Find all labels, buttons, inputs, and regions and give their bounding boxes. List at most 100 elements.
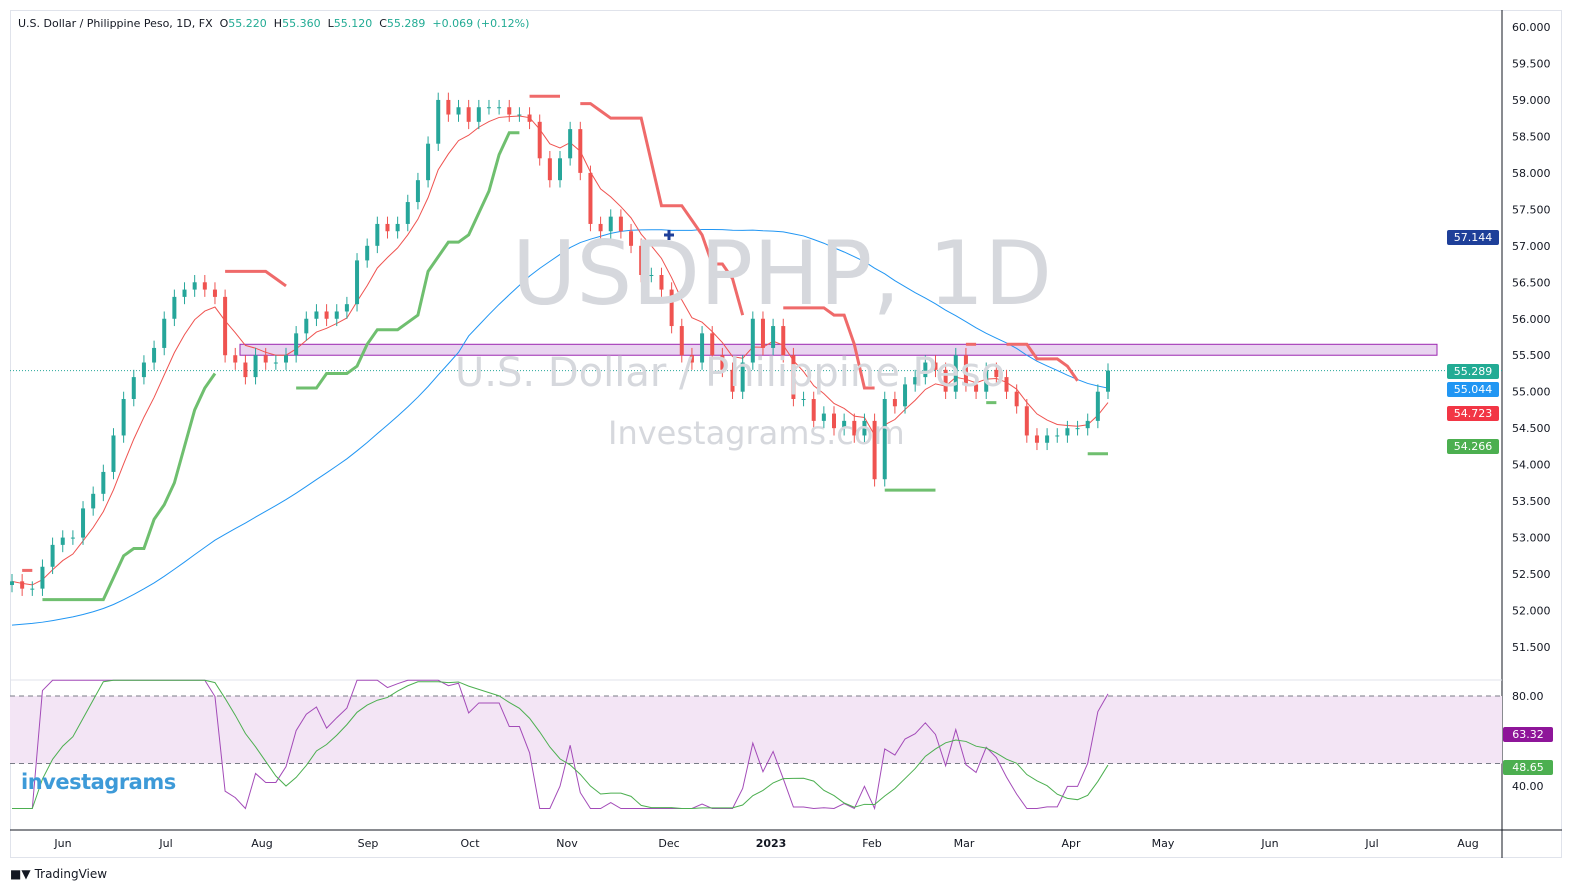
open-value: 55.220 xyxy=(228,17,267,30)
candle-body xyxy=(568,129,573,159)
candle xyxy=(284,347,288,370)
candle xyxy=(923,355,928,385)
candle xyxy=(212,282,217,305)
candle-body xyxy=(750,318,755,363)
time-tick-label: Aug xyxy=(1457,837,1478,850)
candle-body xyxy=(426,143,431,181)
candle xyxy=(781,318,786,363)
rsi-ma-line xyxy=(12,679,1109,809)
candle xyxy=(233,347,238,370)
candle-body xyxy=(1106,370,1110,392)
ema-price-label: 54.723 xyxy=(1447,406,1499,421)
change-value: +0.069 (+0.12%) xyxy=(432,17,530,30)
candle xyxy=(679,318,684,363)
candle-body xyxy=(415,180,420,203)
candle xyxy=(821,406,826,429)
candle xyxy=(497,99,502,115)
price-tick-label: 54.500 xyxy=(1512,422,1551,435)
candle-body xyxy=(486,107,491,109)
candle xyxy=(832,406,836,436)
candle xyxy=(1024,398,1029,443)
candle-body xyxy=(852,420,857,436)
candle-body xyxy=(30,588,35,590)
candle-body xyxy=(202,282,207,290)
candle-body xyxy=(811,398,816,421)
candle xyxy=(669,282,674,334)
candle-body xyxy=(507,107,512,115)
candle-body xyxy=(608,216,613,232)
rsi-value-label: 63.32 xyxy=(1503,727,1553,742)
candle-body xyxy=(659,274,664,290)
price-tick-label: 58.500 xyxy=(1512,130,1551,143)
candle-body xyxy=(629,231,634,246)
candle-body xyxy=(192,282,197,290)
candle xyxy=(1034,428,1039,451)
candle-body xyxy=(243,362,248,378)
candle xyxy=(801,391,806,407)
price-tick-label: 56.000 xyxy=(1512,313,1551,326)
candle-body xyxy=(212,289,217,297)
candle xyxy=(852,413,857,443)
tradingview-footer[interactable]: ■▼ TradingView xyxy=(10,867,107,881)
candle-body xyxy=(963,355,968,385)
candle xyxy=(365,238,370,268)
price-tick-label: 54.000 xyxy=(1512,459,1551,472)
price-tick-label: 53.500 xyxy=(1512,495,1551,508)
candle xyxy=(507,99,512,122)
candle xyxy=(963,347,968,392)
candle xyxy=(375,216,380,254)
candle-body xyxy=(892,398,897,407)
candle-body xyxy=(1034,435,1039,443)
candle xyxy=(558,150,562,188)
close-label: C xyxy=(379,17,387,30)
candle-body xyxy=(121,398,126,436)
candle xyxy=(223,289,228,363)
candle-body xyxy=(20,581,25,589)
candle xyxy=(202,274,207,297)
candle-body xyxy=(760,318,765,348)
candle-body xyxy=(385,223,390,232)
candle xyxy=(720,347,725,378)
candle-body xyxy=(974,384,979,392)
candle xyxy=(253,347,258,385)
candle xyxy=(730,362,735,399)
candle xyxy=(182,282,187,305)
candle-body xyxy=(943,369,948,392)
trailing-stop-down-line xyxy=(1006,342,1079,382)
candle-body xyxy=(405,202,410,224)
candle xyxy=(385,216,390,239)
candle xyxy=(811,391,816,429)
candle-body xyxy=(304,318,309,334)
candle-body xyxy=(476,107,481,122)
watermark-description: U.S. Dollar / Philippine Peso xyxy=(455,350,1006,396)
candle xyxy=(1075,420,1080,436)
candle-body xyxy=(162,318,167,348)
candle xyxy=(953,347,958,399)
time-tick-label: Apr xyxy=(1061,837,1081,850)
rsi-tick-label: 80.00 xyxy=(1512,690,1544,703)
candle-body xyxy=(598,223,603,232)
candle-body xyxy=(588,172,593,224)
candle xyxy=(121,391,126,443)
candle xyxy=(10,574,14,593)
candle-body xyxy=(273,362,278,364)
candle xyxy=(243,355,248,385)
candle-body xyxy=(172,296,177,319)
low-label: L xyxy=(327,17,334,30)
candle xyxy=(314,304,319,327)
candle-body xyxy=(81,508,86,538)
candle-body xyxy=(40,566,45,589)
candle-body xyxy=(801,398,806,400)
ema-line xyxy=(11,115,1109,586)
candle-body xyxy=(70,537,75,539)
candle xyxy=(537,114,542,166)
candle-body xyxy=(791,355,796,399)
candle xyxy=(60,530,65,553)
candle xyxy=(1014,384,1019,414)
candle xyxy=(862,413,867,443)
candle xyxy=(842,413,847,436)
candle xyxy=(426,136,431,188)
candle-body xyxy=(263,355,268,363)
candle-body xyxy=(720,355,725,370)
